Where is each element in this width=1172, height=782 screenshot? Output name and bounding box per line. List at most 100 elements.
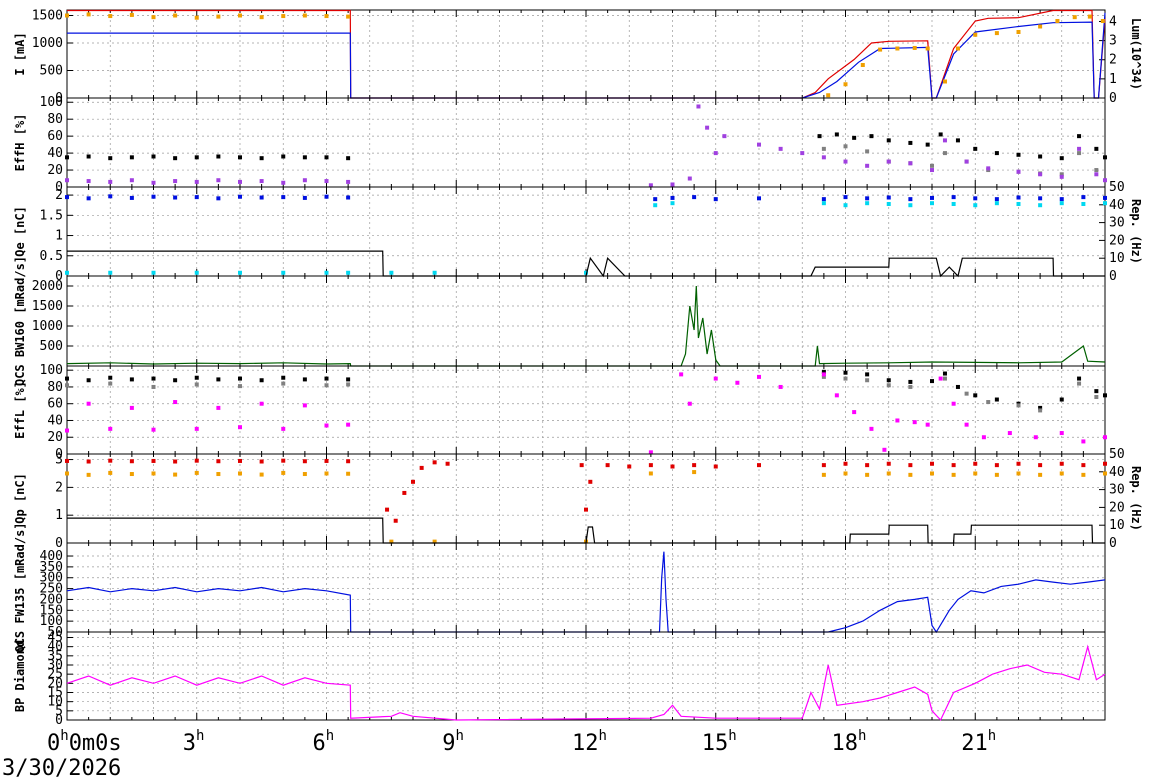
effh-series2-point: [930, 168, 934, 173]
qcs_fw-ytick-label: 350: [40, 560, 63, 575]
bp_diamond-ytick-label: 40: [47, 640, 63, 655]
effl-series2-point: [648, 450, 653, 455]
qe-series0-point: [1016, 195, 1021, 200]
effh-series0-point: [302, 155, 307, 160]
qp-series0-point: [238, 458, 242, 463]
qp-series1-point: [216, 472, 221, 477]
qp-series1-point: [1038, 472, 1043, 477]
effl-series2-point: [129, 405, 134, 410]
effl-series0-point: [886, 378, 891, 383]
effh-series2-point: [886, 159, 891, 164]
effh-series2-point: [302, 178, 307, 183]
effl-series1-point: [886, 383, 891, 388]
effl-series0-point: [302, 377, 307, 382]
qe-series0-point: [1081, 195, 1086, 200]
bp_diamond-ytick-label: 45: [47, 631, 63, 646]
qp-series0-point: [579, 463, 584, 468]
effh-series0-point: [108, 156, 113, 161]
current-series2-point: [108, 14, 113, 19]
effh-series2-point: [964, 159, 969, 164]
effl-series2-point: [778, 384, 783, 389]
effl-series0-point: [259, 378, 264, 383]
effh-series1-point: [1077, 151, 1082, 156]
effl-series2-point: [108, 426, 113, 431]
current-rtick-label: 3: [1109, 34, 1117, 49]
effh-series0-point: [346, 156, 351, 161]
qp-ylabel: Qp [nC]: [13, 473, 27, 524]
effl-series0-point: [238, 376, 242, 381]
effl-series0-point: [86, 378, 91, 383]
qe-ytick-label: 2: [55, 188, 63, 203]
qp-series0-point: [908, 463, 913, 468]
qp-series1-point: [194, 470, 199, 475]
qe-rtick-label: 20: [1109, 233, 1125, 248]
qp-series0-point: [886, 461, 891, 466]
effl-series2-point: [679, 372, 684, 377]
qe-series1-point: [432, 270, 437, 275]
qe-series0-point: [692, 195, 697, 200]
qp-series0-point: [419, 465, 424, 470]
qcs_fw-ytick-label: 100: [40, 614, 63, 629]
effh-series1-point: [821, 146, 826, 151]
effl-series1-point: [151, 384, 156, 389]
qp-series1-point: [994, 472, 999, 477]
effl-series2-point: [151, 427, 156, 432]
effh-series2-point: [696, 104, 701, 109]
effh-series0-point: [973, 146, 978, 151]
qe-series0-point: [973, 196, 978, 201]
current-right-label: Lum(10^34): [1129, 18, 1143, 90]
qe-series0-point: [1059, 197, 1064, 202]
current-rtick-label: 0: [1109, 91, 1117, 106]
qe-series0-point: [346, 195, 351, 200]
effh-series2-point: [324, 179, 329, 184]
qp-series0-point: [86, 459, 91, 464]
effl-series0-point: [843, 370, 848, 375]
qe-series0-point: [238, 194, 242, 199]
qp-series1-point: [865, 472, 870, 477]
qp-series0-point: [994, 463, 999, 468]
effh-series0-point: [1016, 152, 1021, 157]
effl-ylabel: EffL [%]: [13, 381, 27, 439]
qp-rtick-label: 20: [1109, 500, 1125, 515]
effh-series0-point: [817, 134, 822, 139]
qp-series0-point: [445, 461, 450, 466]
effl-ytick-label: 0: [55, 447, 63, 462]
qe-series0-point: [653, 197, 658, 202]
qe-series0-point: [994, 197, 999, 202]
qp-series1-point: [692, 470, 697, 475]
qe-series1-point: [994, 201, 999, 206]
qp-series1-point: [1081, 472, 1086, 477]
current-series2-point: [1016, 30, 1021, 34]
x-tick-label: 6h: [313, 728, 335, 756]
effl-series2-point: [895, 418, 900, 423]
effl-series0-point: [65, 376, 69, 381]
effl-series1-point: [281, 381, 286, 386]
current-series2-point: [826, 93, 831, 98]
qe-series0-point: [757, 196, 761, 201]
qe-series0-point: [86, 196, 91, 201]
effl-series0-point: [865, 372, 870, 377]
effh-series2-point: [1103, 178, 1107, 183]
qp-series1-point: [951, 472, 956, 477]
effl-series2-point: [173, 400, 178, 405]
qp-rtick-label: 40: [1109, 465, 1125, 480]
bp_diamond-series0-line: [66, 644, 1106, 722]
effh-ylabel: EffH [%]: [13, 114, 27, 172]
qe-series1-point: [346, 270, 351, 275]
effh-series1-point: [1059, 172, 1064, 177]
qe-series1-point: [821, 201, 826, 206]
effl-series0-point: [216, 377, 221, 382]
qcs_fw-ytick-label: 200: [40, 592, 63, 607]
qe-series1-point: [389, 270, 394, 275]
effh-ytick-label: 20: [47, 163, 63, 178]
qe-series0-point: [324, 194, 329, 199]
qcs_fw-ytick-label: 250: [40, 582, 63, 597]
qe-series0-point: [259, 195, 264, 200]
effl-series2-point: [757, 374, 761, 379]
effl-series1-point: [238, 384, 242, 389]
qe-series1-point: [653, 203, 658, 208]
effh-series0-point: [216, 154, 221, 159]
effl-series2-point: [834, 393, 839, 398]
effl-series2-point: [1007, 431, 1012, 436]
